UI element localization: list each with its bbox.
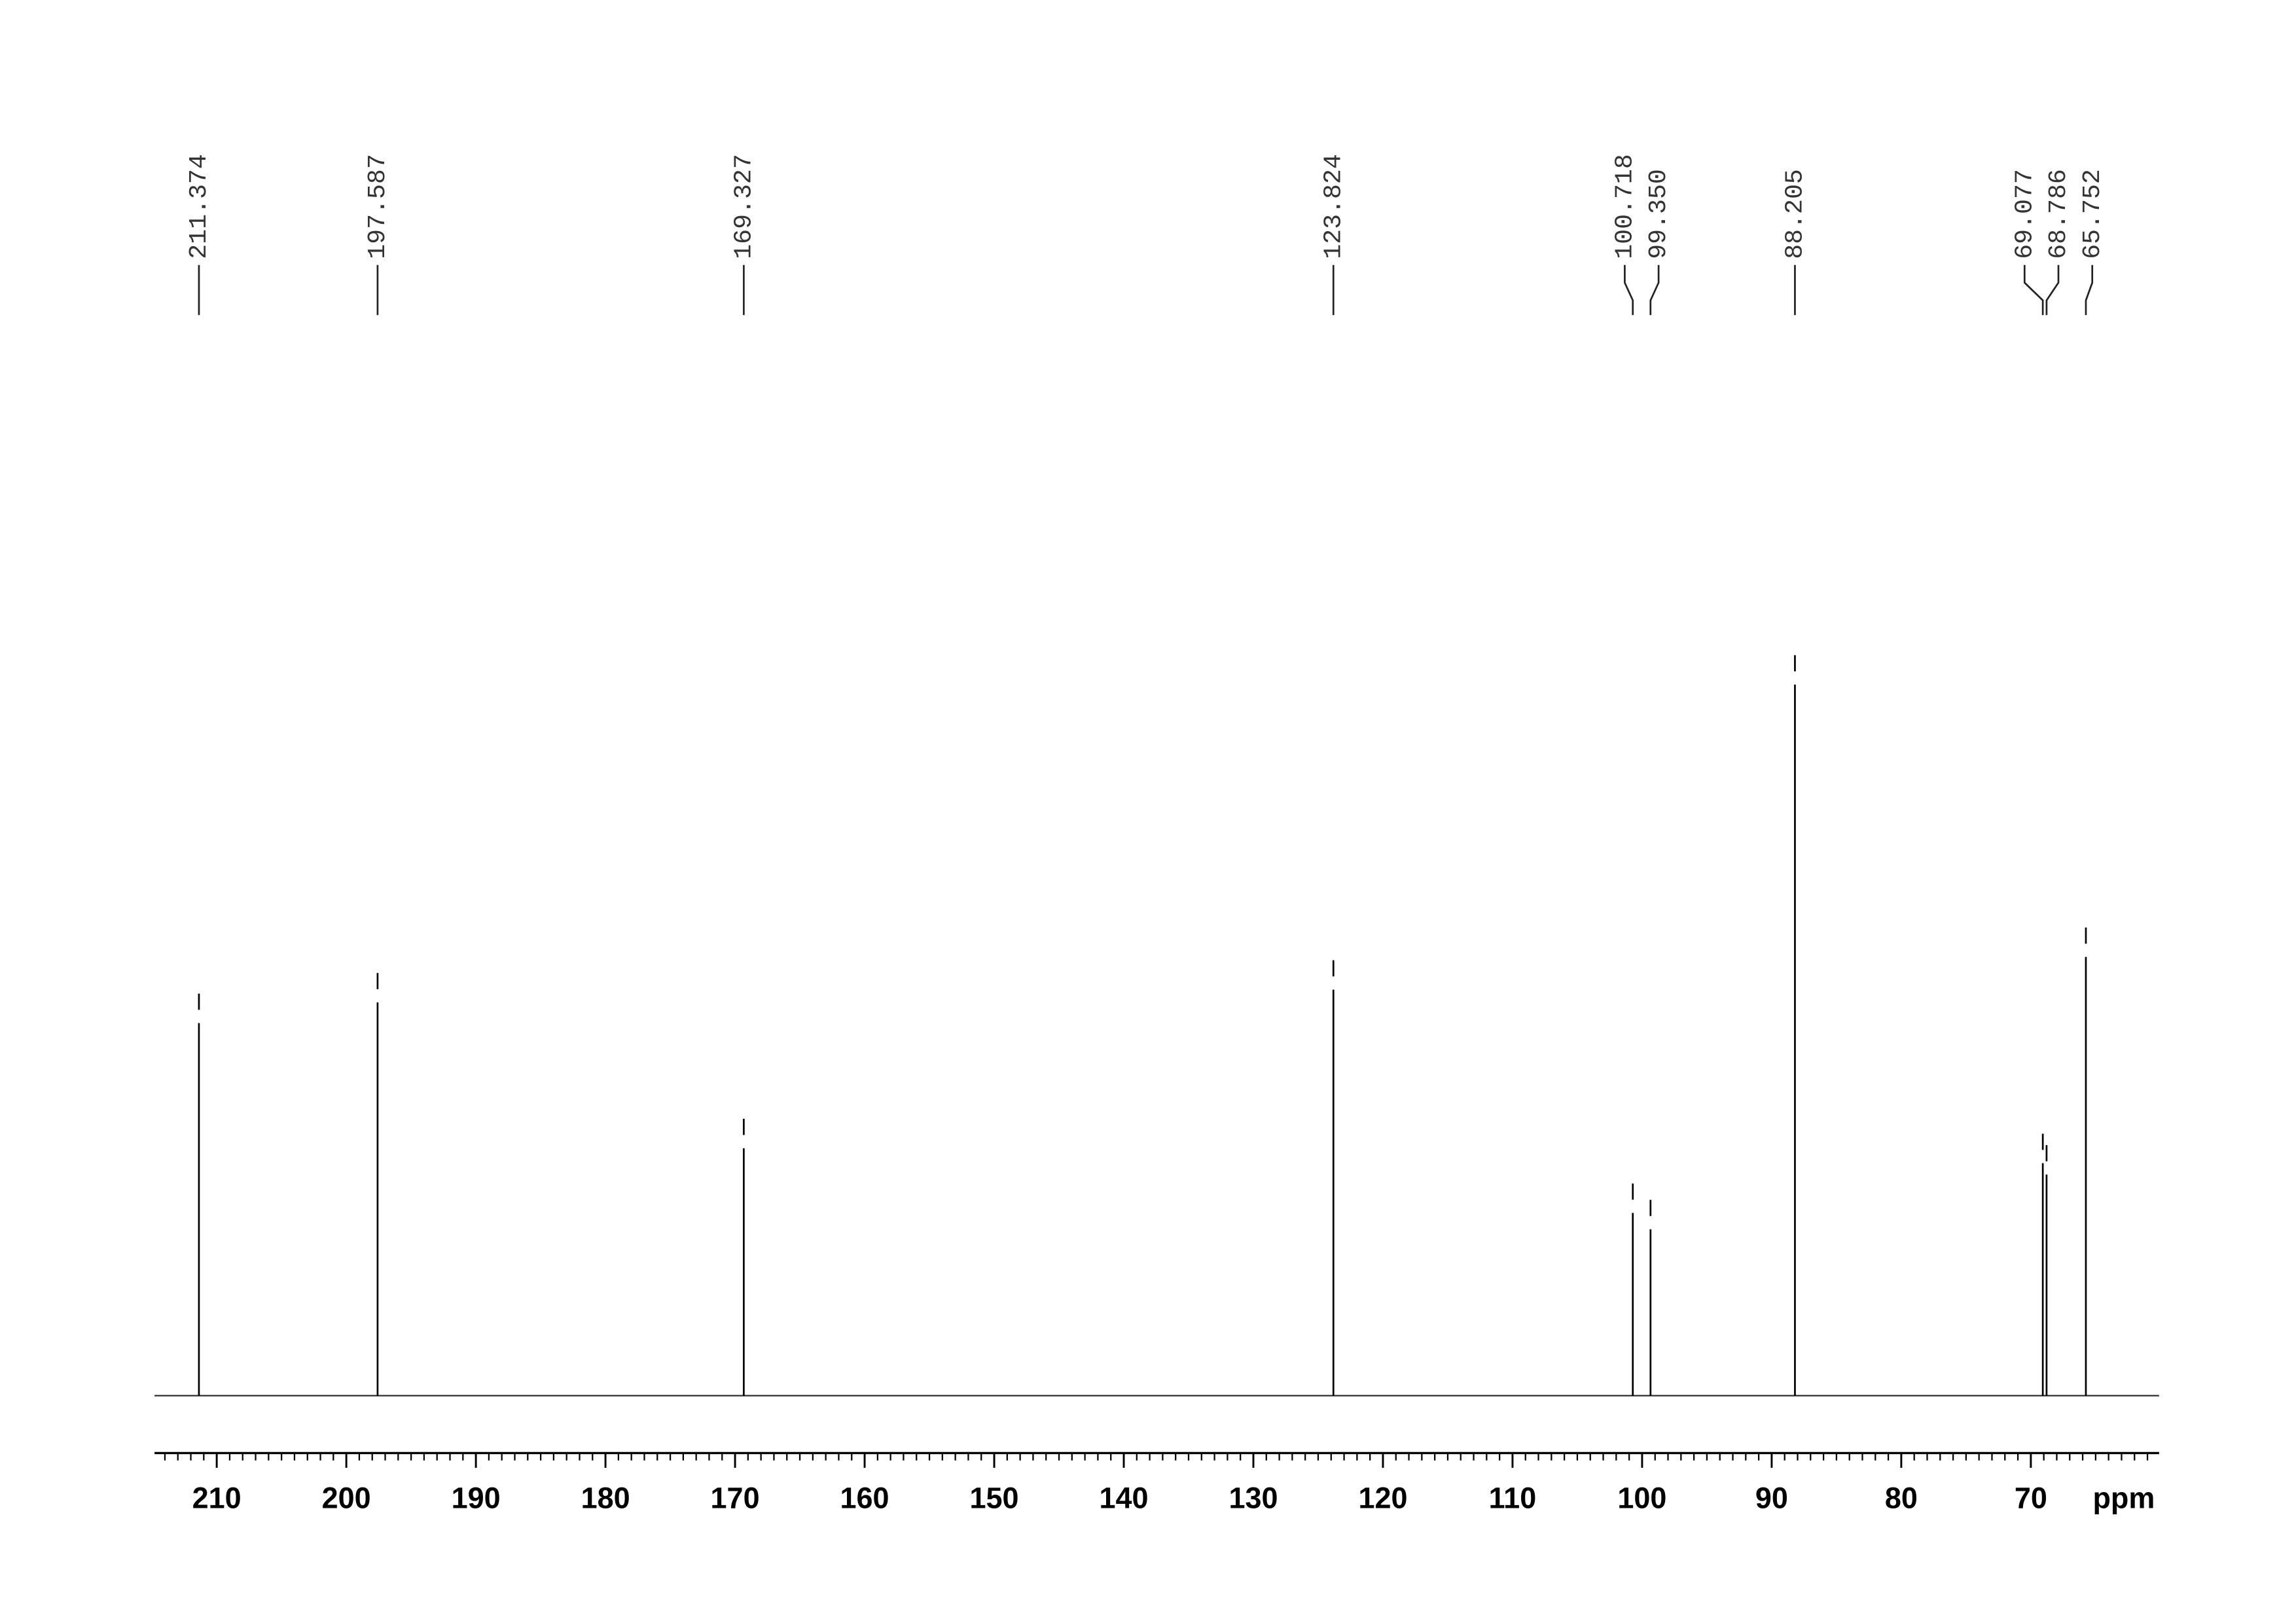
peak-label: 69.077 [2011,169,2039,259]
x-tick-label: 120 [1358,1481,1407,1514]
peak-label: 197.587 [364,154,392,259]
x-tick-label: 150 [970,1481,1019,1514]
peak-label: 88.205 [1782,169,1810,259]
peak-connector [2085,264,2094,316]
x-tick-label: 200 [322,1481,371,1514]
x-tick-label: 170 [711,1481,760,1514]
x-tick-label: 210 [192,1481,242,1514]
x-tick-label: 110 [1489,1481,1537,1514]
peak-connector [1624,264,1634,316]
x-tick-label: 90 [1755,1481,1788,1514]
x-axis-label: ppm [2092,1481,2155,1514]
peak-connector [1649,264,1660,316]
peak-label: 123.824 [1319,154,1348,259]
x-tick-label: 130 [1229,1481,1278,1514]
peak-label: 65.752 [2079,169,2107,259]
x-tick-label: 180 [581,1481,630,1514]
peak-label: 100.718 [1611,154,1639,259]
peak-connector [2045,264,2060,316]
peak-label: 211.374 [185,154,213,259]
x-tick-label: 140 [1099,1481,1148,1514]
x-tick-label: 100 [1617,1481,1666,1514]
peak-connector [2023,264,2044,316]
x-tick-label: 80 [1885,1481,1918,1514]
x-tick-label: 160 [840,1481,889,1514]
x-tick-label: 70 [2015,1481,2047,1514]
x-tick-label: 190 [452,1481,501,1514]
peak-label: 169.327 [730,154,758,259]
peak-label: 68.786 [2045,169,2073,259]
peak-label: 99.350 [1645,169,1673,259]
